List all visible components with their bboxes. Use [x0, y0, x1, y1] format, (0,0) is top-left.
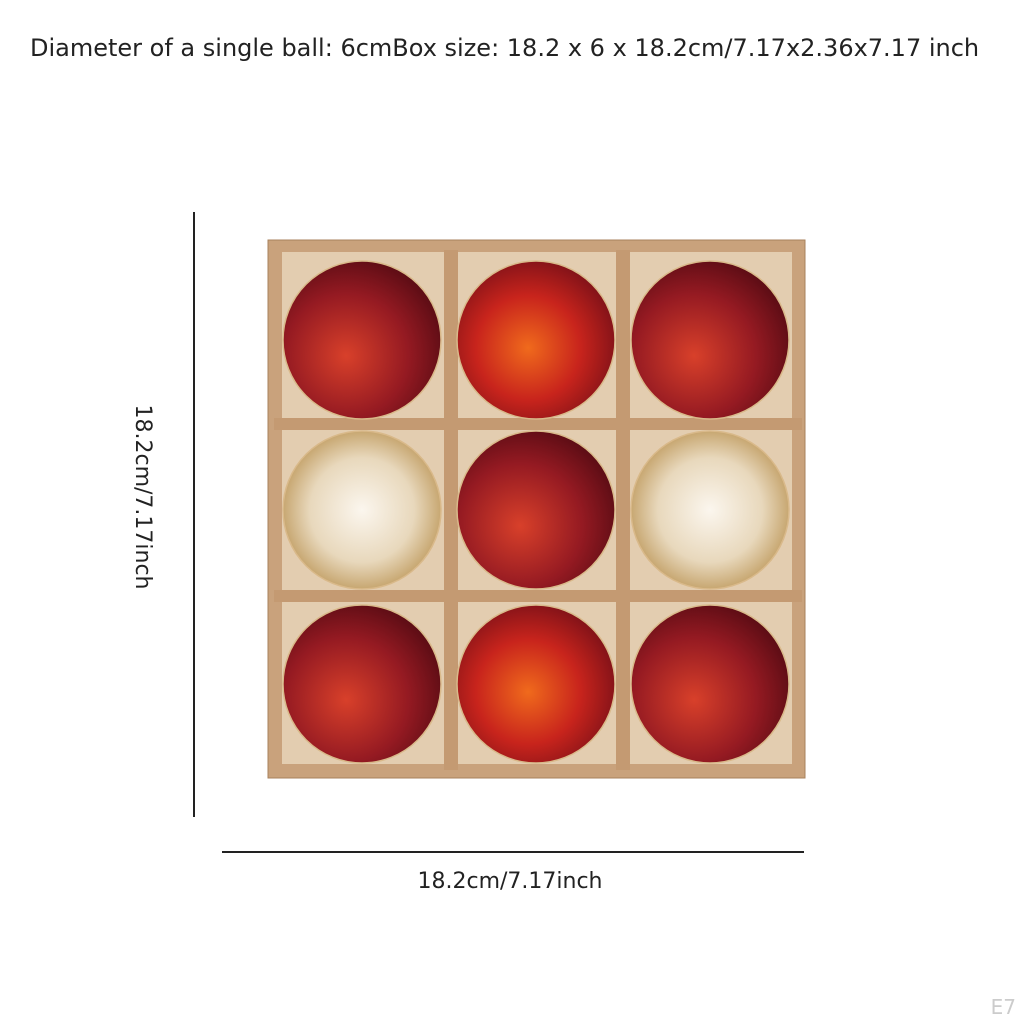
ornament-ball [456, 260, 616, 420]
ornament-ball [282, 604, 442, 764]
height-label: 18.2cm/7.17inch [130, 404, 155, 589]
ornament-ball [456, 430, 616, 590]
ornament-ball [456, 604, 616, 764]
ornament-ball [630, 260, 790, 420]
ornament-ball [282, 430, 442, 590]
watermark: E7 [991, 995, 1016, 1019]
header-title: Diameter of a single ball: 6cmBox size: … [30, 34, 979, 62]
ornament-ball [630, 604, 790, 764]
ornament-ball [630, 430, 790, 590]
ornament-ball [282, 260, 442, 420]
ornaments [282, 260, 790, 764]
width-label: 18.2cm/7.17inch [417, 869, 602, 894]
